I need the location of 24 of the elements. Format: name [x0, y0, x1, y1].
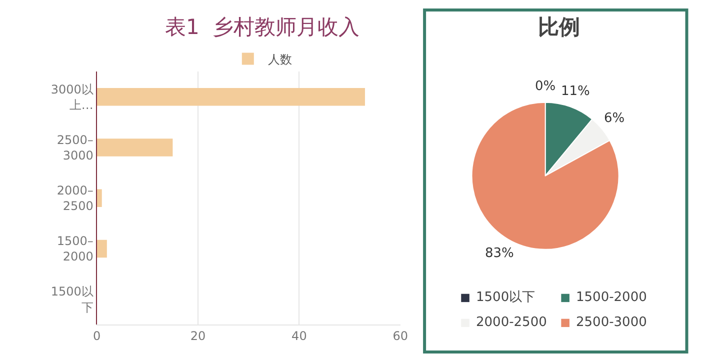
legend-label: 1500以下	[476, 290, 536, 305]
y-tick-label: 3000以上…	[50, 82, 94, 112]
y-tick-label: 2500–3000	[56, 132, 94, 162]
y-tick-label: 2000–2500	[56, 184, 94, 214]
y-tick-label: 1500以下	[50, 284, 94, 314]
legend-label: 2500-3000	[576, 315, 647, 330]
y-tick-label: 1500–2000	[56, 234, 94, 264]
bar	[96, 88, 365, 106]
x-tick-label: 0	[92, 329, 101, 344]
bar	[96, 189, 102, 207]
x-tick-label: 40	[292, 329, 307, 344]
bar	[96, 138, 173, 156]
chart-title: 比例	[538, 15, 580, 39]
text: 0%	[535, 79, 556, 94]
x-tick-label: 20	[190, 329, 206, 344]
legend-label: 1500-2000	[576, 290, 647, 305]
data-label: 83%	[485, 246, 514, 261]
legend-label: 人数	[268, 52, 292, 66]
chart-title: 表1 乡村教师月收入	[165, 15, 360, 39]
data-label: 11%	[561, 84, 590, 99]
x-tick-label: 60	[392, 329, 408, 344]
data-label: 6%	[604, 111, 625, 126]
legend-label: 2000-2500	[476, 315, 547, 330]
bar	[96, 240, 107, 258]
